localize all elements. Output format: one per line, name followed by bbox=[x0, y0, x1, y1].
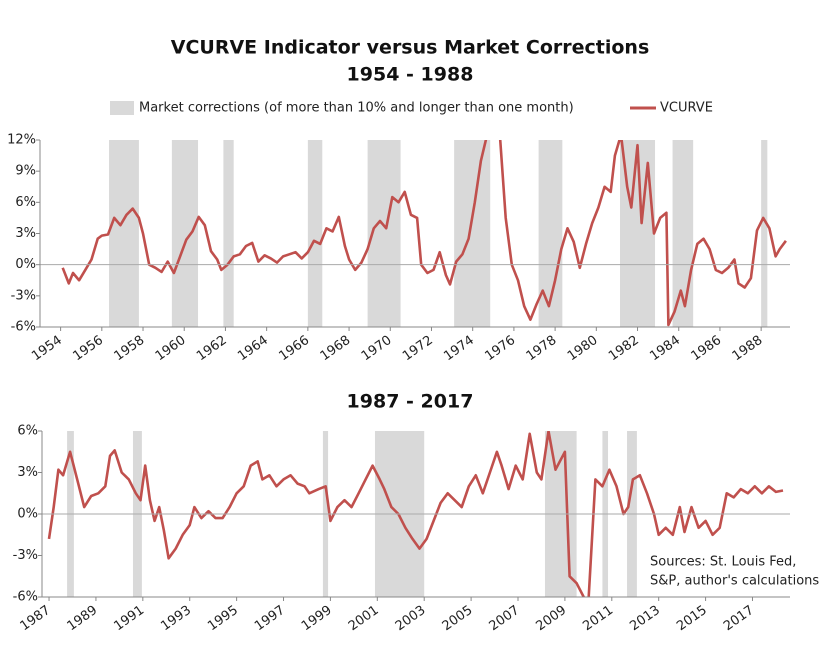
legend-label: VCURVE bbox=[660, 101, 713, 116]
x-tick-label: 2011 bbox=[580, 603, 616, 634]
vcurve-line bbox=[47, 431, 784, 597]
chart-title: VCURVE Indicator versus Market Correctio… bbox=[171, 37, 650, 59]
correction-band bbox=[761, 140, 768, 327]
correction-band bbox=[672, 140, 694, 327]
y-tick-label: 12% bbox=[7, 133, 36, 148]
x-tick-label: 1987 bbox=[18, 603, 54, 634]
x-tick-label: 1989 bbox=[65, 603, 101, 634]
chart-title: 1987 - 2017 bbox=[347, 391, 474, 413]
x-tick-label: 1997 bbox=[252, 603, 288, 634]
x-tick-label: 2001 bbox=[346, 603, 382, 634]
y-tick-label: 9% bbox=[15, 164, 36, 179]
x-tick-label: 2013 bbox=[627, 603, 663, 634]
x-tick-label: 1982 bbox=[606, 333, 642, 364]
y-tick-label: 0% bbox=[17, 507, 38, 522]
x-tick-label: 1995 bbox=[205, 603, 241, 634]
y-tick-label: 3% bbox=[15, 226, 36, 241]
correction-band bbox=[454, 140, 491, 327]
y-tick-label: 0% bbox=[15, 257, 36, 272]
y-tick-label: 6% bbox=[17, 424, 38, 439]
vcurve-line bbox=[61, 140, 787, 327]
y-tick-label: 6% bbox=[15, 195, 36, 210]
x-tick-label: 1962 bbox=[194, 333, 230, 364]
correction-band bbox=[223, 140, 234, 327]
x-tick-label: 2005 bbox=[440, 603, 476, 634]
legend-label: Market corrections (of more than 10% and… bbox=[139, 101, 574, 116]
x-tick-label: 2015 bbox=[674, 603, 710, 634]
correction-band bbox=[171, 140, 199, 327]
x-tick-label: 2003 bbox=[393, 603, 429, 634]
x-tick-label: 1980 bbox=[565, 333, 601, 364]
x-tick-label: 1960 bbox=[153, 333, 189, 364]
x-tick-label: 1991 bbox=[111, 603, 147, 634]
correction-band bbox=[109, 140, 139, 327]
x-tick-label: 1976 bbox=[482, 333, 518, 364]
x-tick-label: 1986 bbox=[689, 333, 725, 364]
source-note: S&P, author's calculations bbox=[650, 574, 819, 589]
x-tick-label: 1999 bbox=[299, 603, 335, 634]
source-note: Sources: St. Louis Fed, bbox=[650, 555, 796, 570]
x-tick-label: 1970 bbox=[359, 333, 395, 364]
y-tick-label: -6% bbox=[11, 320, 36, 335]
x-tick-label: 2009 bbox=[533, 603, 569, 634]
chart-subtitle: 1954 - 1988 bbox=[347, 64, 474, 86]
x-tick-label: 1972 bbox=[400, 333, 436, 364]
x-tick-label: 1958 bbox=[112, 333, 148, 364]
correction-band bbox=[307, 140, 323, 327]
x-tick-label: 1964 bbox=[235, 333, 271, 364]
x-tick-label: 2007 bbox=[487, 603, 523, 634]
x-tick-label: 1956 bbox=[70, 333, 106, 364]
x-tick-label: 1993 bbox=[158, 603, 194, 634]
y-tick-label: -3% bbox=[13, 548, 38, 563]
x-tick-label: 1988 bbox=[730, 333, 766, 364]
x-tick-label: 2017 bbox=[721, 603, 757, 634]
x-tick-label: 1954 bbox=[29, 333, 65, 364]
x-tick-label: 1984 bbox=[647, 333, 683, 364]
y-tick-label: 3% bbox=[17, 465, 38, 480]
x-tick-label: 1966 bbox=[276, 333, 312, 364]
plot bbox=[61, 140, 787, 327]
x-tick-label: 1968 bbox=[318, 333, 354, 364]
x-tick-label: 1978 bbox=[524, 333, 560, 364]
y-tick-label: -3% bbox=[11, 288, 36, 303]
x-tick-label: 1974 bbox=[441, 333, 477, 364]
y-tick-label: -6% bbox=[13, 590, 38, 605]
legend-swatch bbox=[110, 101, 134, 115]
